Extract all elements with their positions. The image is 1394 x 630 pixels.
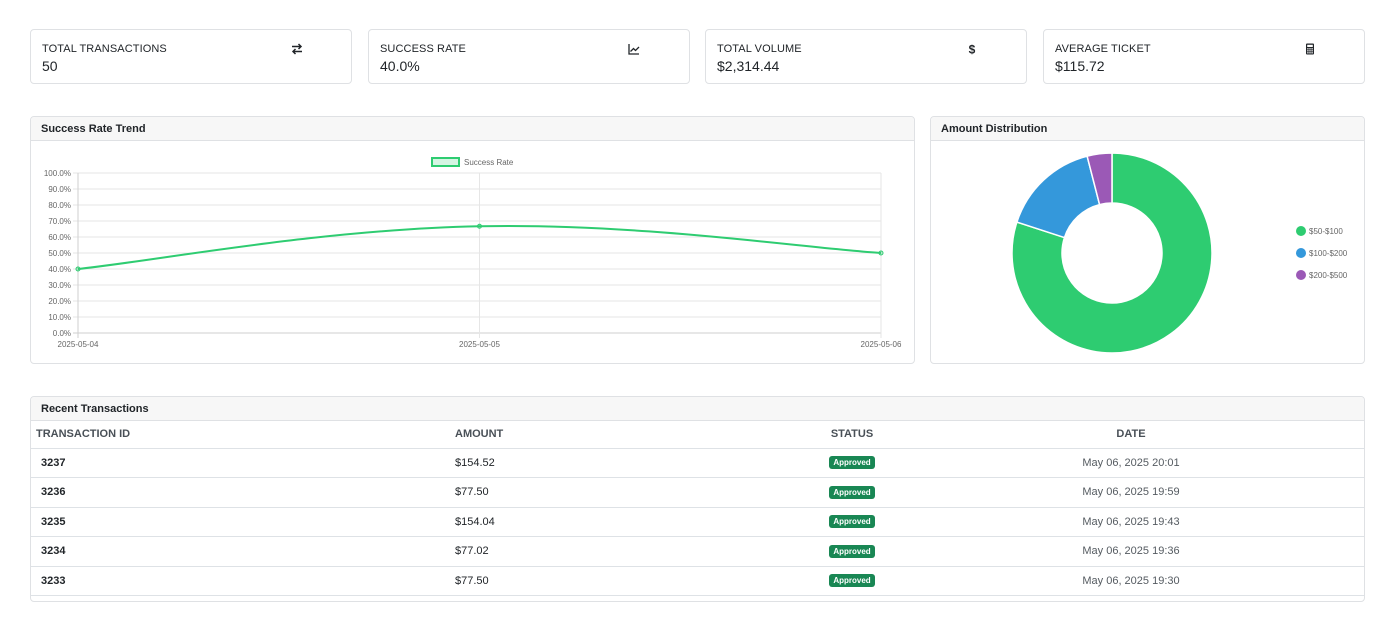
recent-transactions-panel: Recent Transactions TRANSACTION ID AMOUN…: [30, 396, 1365, 602]
stat-value: $2,314.44: [717, 58, 780, 74]
legend-label: $50-$100: [1309, 227, 1343, 236]
legend-swatch: [1296, 248, 1306, 258]
y-tick-label: 0.0%: [53, 329, 71, 338]
y-tick-label: 100.0%: [44, 169, 71, 178]
transaction-id: 3233: [31, 566, 455, 596]
y-tick-label: 90.0%: [48, 185, 71, 194]
data-point: [75, 266, 81, 272]
panel-title: Recent Transactions: [41, 403, 149, 415]
success-rate-line-chart: 0.0% 10.0% 20.0% 30.0% 40.0% 50.0% 60.0% 70.0% 8…: [44, 157, 902, 349]
table-row: 3234 $77.02 Approved May 06, 2025 19:36: [31, 536, 1364, 567]
stat-label: TOTAL VOLUME: [717, 43, 802, 55]
legend-label: Success Rate: [464, 158, 514, 167]
stat-value: 50: [42, 58, 58, 74]
panel-title: Success Rate Trend: [41, 123, 146, 135]
data-point: [878, 250, 884, 256]
calculator-icon: [1303, 42, 1317, 56]
status-badge: Approved: [829, 544, 875, 558]
stat-card-average-ticket: AVERAGE TICKET $115.72: [1043, 29, 1365, 84]
legend-swatch: [1296, 270, 1306, 280]
transaction-date: May 06, 2025 20:01: [898, 448, 1364, 478]
transaction-id: 3237: [31, 448, 455, 478]
transactions-table: TRANSACTION ID AMOUNT STATUS DATE 3237 $…: [31, 421, 1364, 596]
amount-distribution-donut-chart: $50-$100 $100-$200 $200-$500: [1011, 152, 1348, 354]
pie-slice: [1086, 152, 1113, 206]
table-row: 3236 $77.50 Approved May 06, 2025 19:59: [31, 477, 1364, 508]
amount-distribution-panel: Amount Distribution $50-$100 $100-$200 $20…: [930, 116, 1365, 364]
table-header-row: TRANSACTION ID AMOUNT STATUS DATE: [31, 421, 1364, 449]
pie-slice: [1011, 152, 1213, 354]
legend-swatch: [431, 157, 460, 167]
stat-label: AVERAGE TICKET: [1055, 43, 1151, 55]
transaction-date: May 06, 2025 19:43: [898, 507, 1364, 537]
status-badge: Approved: [829, 515, 875, 529]
status-badge: Approved: [829, 574, 875, 588]
dollar-icon: $: [965, 42, 979, 56]
transaction-date: May 06, 2025 19:30: [898, 566, 1364, 596]
panel-header: Amount Distribution: [931, 117, 1364, 141]
transaction-amount: $77.50: [455, 477, 806, 508]
series-line-success-rate: [77, 225, 882, 270]
table-row: 3235 $154.04 Approved May 06, 2025 19:43: [31, 507, 1364, 537]
x-tick-label: 2025-05-04: [58, 340, 99, 349]
pie-slice: [1015, 155, 1101, 239]
status-badge: Approved: [829, 456, 875, 470]
x-tick-label: 2025-05-06: [861, 340, 902, 349]
transaction-amount: $154.04: [455, 507, 806, 537]
stat-value: $115.72: [1055, 58, 1105, 74]
panel-header: Success Rate Trend: [31, 117, 914, 141]
transaction-amount: $154.52: [455, 448, 806, 478]
stat-label: SUCCESS RATE: [380, 43, 466, 55]
y-tick-label: 40.0%: [48, 265, 71, 274]
panel-header: Recent Transactions: [31, 397, 1364, 421]
status-badge: Approved: [829, 485, 875, 499]
y-tick-label: 70.0%: [48, 217, 71, 226]
column-header-amount: AMOUNT: [455, 421, 806, 449]
y-tick-label: 20.0%: [48, 297, 71, 306]
y-tick-label: 50.0%: [48, 249, 71, 258]
transaction-date: May 06, 2025 19:36: [898, 536, 1364, 567]
transaction-amount: $77.02: [455, 536, 806, 567]
line-chart-icon: [627, 42, 641, 56]
transaction-id: 3235: [31, 507, 455, 537]
y-tick-label: 30.0%: [48, 281, 71, 290]
table-row: 3237 $154.52 Approved May 06, 2025 20:01: [31, 448, 1364, 478]
exchange-arrows-icon: [290, 42, 304, 56]
y-tick-label: 10.0%: [48, 313, 71, 322]
legend-label: $200-$500: [1309, 271, 1348, 280]
column-header-date: DATE: [898, 421, 1364, 449]
transaction-id: 3236: [31, 477, 455, 508]
success-rate-trend-panel: Success Rate Trend 0.0% 10.0% 20.0% 30.0% 40…: [30, 116, 915, 364]
transaction-id: 3234: [31, 536, 455, 567]
x-tick-label: 2025-05-05: [459, 340, 500, 349]
y-tick-label: 80.0%: [48, 201, 71, 210]
panel-title: Amount Distribution: [941, 123, 1048, 135]
stat-value: 40.0%: [380, 58, 420, 74]
stat-card-total-transactions: TOTAL TRANSACTIONS 50: [30, 29, 352, 84]
legend-swatch: [1296, 226, 1306, 236]
stat-card-success-rate: SUCCESS RATE 40.0%: [368, 29, 690, 84]
svg-text:$: $: [969, 43, 976, 55]
stat-card-total-volume: TOTAL VOLUME $2,314.44 $: [705, 29, 1027, 84]
data-point: [477, 223, 482, 229]
y-tick-label: 60.0%: [48, 233, 71, 242]
legend-label: $100-$200: [1309, 249, 1348, 258]
table-row: 3233 $77.50 Approved May 06, 2025 19:30: [31, 566, 1364, 596]
column-header-transaction-id: TRANSACTION ID: [31, 421, 455, 449]
stat-label: TOTAL TRANSACTIONS: [42, 43, 167, 55]
transaction-amount: $77.50: [455, 566, 806, 596]
transaction-date: May 06, 2025 19:59: [898, 477, 1364, 508]
column-header-status: STATUS: [806, 421, 898, 449]
